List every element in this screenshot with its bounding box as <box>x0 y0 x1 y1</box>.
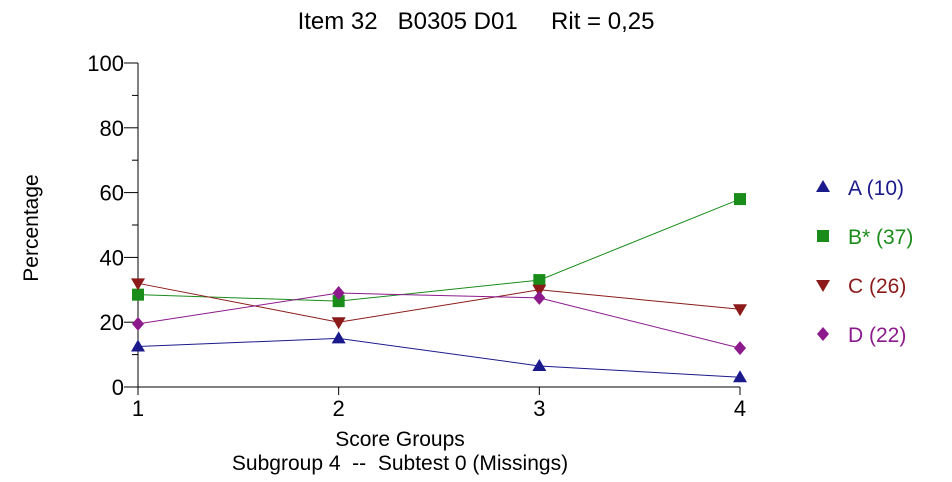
y-axis-label: Percentage <box>20 174 43 281</box>
series-line-a <box>137 337 741 378</box>
legend-marker <box>817 230 829 242</box>
y-tick-label: 20 <box>100 310 124 335</box>
legend-marker <box>816 180 830 192</box>
series-line-d <box>137 292 741 349</box>
x-tick-label: 2 <box>333 396 345 421</box>
x-tick-label: 4 <box>734 396 746 421</box>
data-point <box>533 274 546 287</box>
legend-entry: C (26) <box>848 275 906 298</box>
legend-entry: A (10) <box>848 177 904 200</box>
data-point <box>332 286 345 301</box>
x-ticks: 1 2 3 4 <box>132 387 746 421</box>
data-point <box>332 295 345 308</box>
y-tick-label: 100 <box>87 51 124 76</box>
y-tick-label: 60 <box>100 181 124 206</box>
data-point <box>532 284 547 297</box>
chart-subtitle: Subgroup 4 -- Subtest 0 (Missings) <box>231 452 569 475</box>
series-markers <box>131 193 747 383</box>
y-tick-label: 40 <box>100 245 124 270</box>
axes <box>137 63 740 388</box>
data-point <box>532 358 547 371</box>
x-axis-label: Score Groups <box>335 428 465 451</box>
data-point <box>331 317 346 330</box>
data-point <box>132 316 144 331</box>
legend-entry: D (22) <box>848 324 906 347</box>
data-point <box>533 290 546 305</box>
legend-marker <box>816 280 830 292</box>
data-point <box>131 339 145 352</box>
data-point <box>131 278 145 291</box>
data-point <box>734 341 746 356</box>
legend: A (10) B* (37) C (26) D (22) <box>816 177 913 347</box>
y-tick-label: 0 <box>112 375 124 400</box>
series-line-bstar <box>137 198 741 302</box>
legend-entry: B* (37) <box>848 226 913 249</box>
data-point <box>733 304 747 317</box>
legend-marker <box>817 327 829 341</box>
data-point <box>132 288 144 301</box>
data-point <box>734 193 746 206</box>
data-point <box>331 331 346 344</box>
data-point <box>733 370 747 383</box>
x-tick-label: 3 <box>533 396 545 421</box>
y-ticks: 0 20 40 60 80 100 <box>87 51 138 400</box>
series-lines <box>137 198 741 378</box>
x-tick-label: 1 <box>132 396 144 421</box>
chart-title: Item 32 B0305 D01 Rit = 0,25 <box>297 8 655 35</box>
series-line-c <box>137 282 741 323</box>
y-tick-label: 80 <box>100 116 124 141</box>
